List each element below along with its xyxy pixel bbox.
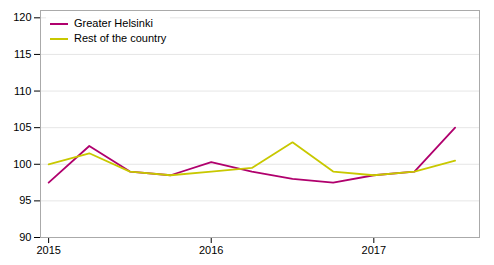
svg-text:2017: 2017: [362, 244, 386, 256]
svg-text:115: 115: [14, 48, 32, 60]
html-text:Rest of the country: Rest of the country: [74, 32, 167, 44]
svg-text:90: 90: [19, 231, 31, 243]
html-text:Greater Helsinki: Greater Helsinki: [74, 17, 153, 29]
svg-text:2016: 2016: [199, 244, 223, 256]
svg-text:95: 95: [19, 194, 31, 206]
svg-text:105: 105: [13, 121, 31, 133]
svg-text:100: 100: [13, 158, 31, 170]
svg-text:120: 120: [13, 11, 31, 23]
svg-text:2015: 2015: [36, 244, 60, 256]
svg-text:110: 110: [14, 85, 32, 97]
